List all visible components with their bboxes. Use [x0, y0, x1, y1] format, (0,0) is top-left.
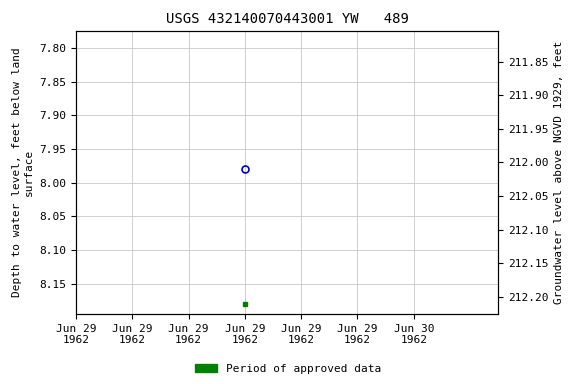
Legend: Period of approved data: Period of approved data: [191, 359, 385, 379]
Y-axis label: Depth to water level, feet below land
surface: Depth to water level, feet below land su…: [12, 48, 33, 298]
Title: USGS 432140070443001 YW   489: USGS 432140070443001 YW 489: [166, 12, 408, 26]
Y-axis label: Groundwater level above NGVD 1929, feet: Groundwater level above NGVD 1929, feet: [554, 41, 564, 304]
